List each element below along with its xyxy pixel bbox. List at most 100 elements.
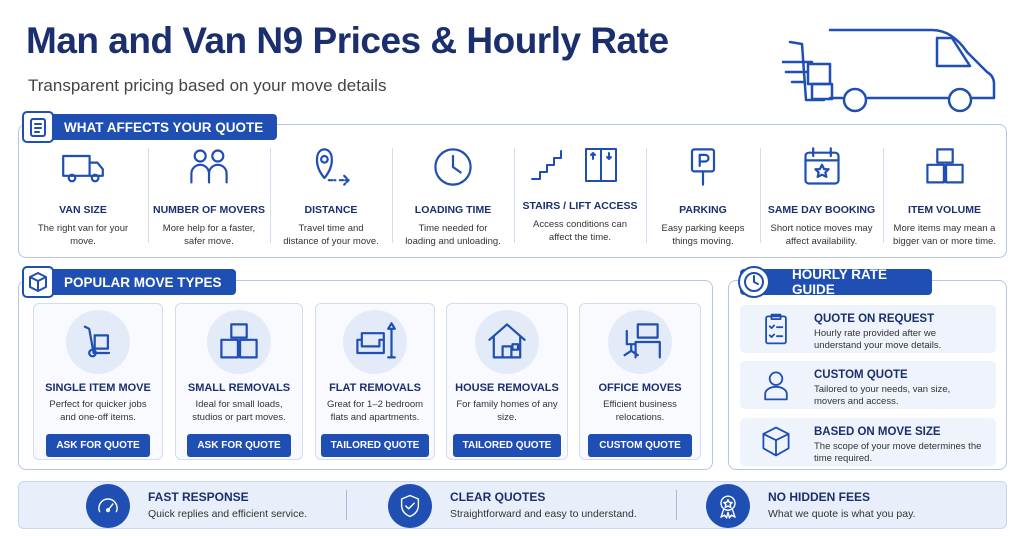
icon bbox=[22, 111, 54, 143]
move-desc: Efficient business relocations. bbox=[603, 399, 677, 423]
move-title: HOUSE REMOVALS bbox=[455, 382, 559, 394]
factor-item: ITEM VOLUME More items may mean a bigger … bbox=[883, 145, 1006, 248]
move-card: FLAT REMOVALS Great for 1–2 bedroom flats… bbox=[315, 303, 435, 460]
factor-desc: More items may mean a bigger van or more… bbox=[893, 223, 996, 247]
factor-desc: Travel time and distance of your move. bbox=[283, 223, 379, 247]
factor-item: NUMBER OF MOVERS More help for a faster, … bbox=[148, 145, 270, 248]
icon bbox=[764, 371, 788, 401]
factor-desc: Short notice moves may affect availabili… bbox=[770, 223, 873, 247]
factor-title: VAN SIZE bbox=[59, 204, 107, 216]
section-title: HOURLY RATE GUIDE bbox=[792, 267, 888, 297]
title: Man and Van N9 Prices & Hourly Rate bbox=[26, 20, 669, 61]
factor-desc: Access conditions can affect the time. bbox=[533, 219, 627, 243]
icon-circle bbox=[608, 310, 672, 374]
move-card: SMALL REMOVALS Ideal for small loads, stu… bbox=[175, 303, 303, 460]
factor-title: SAME DAY BOOKING bbox=[767, 204, 876, 216]
icon bbox=[315, 148, 350, 186]
icon bbox=[434, 148, 472, 186]
footer-item: FAST RESPONSE Quick replies and efficient… bbox=[86, 484, 356, 528]
icon bbox=[762, 426, 790, 457]
factor-item: STAIRS / LIFT ACCESS Access conditions ca… bbox=[514, 145, 646, 244]
icon bbox=[22, 266, 54, 298]
footer-desc: What we quote is what you pay. bbox=[768, 508, 916, 520]
divider bbox=[760, 148, 761, 243]
icon bbox=[803, 147, 840, 185]
quote-button[interactable]: TAILORED QUOTE bbox=[320, 434, 430, 457]
icon bbox=[690, 148, 716, 186]
footer-title: FAST RESPONSE bbox=[148, 490, 249, 504]
factor-title: PARKING bbox=[679, 204, 727, 216]
divider bbox=[148, 148, 149, 243]
factor-desc: More help for a faster, safer move. bbox=[162, 223, 256, 247]
footer-item: NO HIDDEN FEES What we quote is what you … bbox=[706, 484, 976, 528]
icon-circle bbox=[343, 310, 407, 374]
rate-item: BASED ON MOVE SIZE The scope of your move… bbox=[740, 418, 996, 466]
move-desc: For family homes of any size. bbox=[456, 399, 558, 423]
icon-circle bbox=[66, 310, 130, 374]
icon bbox=[738, 266, 770, 298]
icon bbox=[83, 325, 111, 358]
icon bbox=[925, 148, 964, 184]
icon bbox=[356, 322, 396, 359]
icon-circle bbox=[706, 484, 750, 528]
footer-desc: Straightforward and easy to understand. bbox=[450, 508, 637, 520]
divider bbox=[676, 490, 677, 520]
rate-item: CUSTOM QUOTE Tailored to your needs, van … bbox=[740, 361, 996, 409]
factor-item: LOADING TIME Time needed for loading and … bbox=[392, 145, 514, 248]
move-title: FLAT REMOVALS bbox=[329, 382, 421, 394]
quote-button[interactable]: TAILORED QUOTE bbox=[452, 434, 562, 457]
factor-desc: Easy parking keeps things moving. bbox=[661, 223, 745, 247]
factor-title: STAIRS / LIFT ACCESS bbox=[522, 200, 638, 212]
move-card: SINGLE ITEM MOVE Perfect for quicker jobs… bbox=[33, 303, 163, 460]
section-title: POPULAR MOVE TYPES bbox=[64, 274, 222, 290]
divider bbox=[270, 148, 271, 243]
factor-item: DISTANCE Travel time and distance of your… bbox=[270, 145, 392, 248]
rate-desc: Hourly rate provided after we understand… bbox=[814, 328, 942, 351]
icon bbox=[400, 494, 420, 518]
icon bbox=[623, 323, 661, 359]
factor-desc: Time needed for loading and unloading. bbox=[405, 223, 501, 247]
rate-desc: Tailored to your needs, van size, movers… bbox=[814, 384, 951, 407]
icon bbox=[488, 323, 526, 359]
divider bbox=[392, 148, 393, 243]
rate-title: QUOTE ON REQUEST bbox=[814, 313, 935, 325]
factor-item: PARKING Easy parking keeps things moving. bbox=[646, 145, 760, 248]
factor-title: DISTANCE bbox=[304, 204, 358, 216]
rate-title: CUSTOM QUOTE bbox=[814, 369, 908, 381]
move-card: HOUSE REMOVALS For family homes of any si… bbox=[446, 303, 568, 460]
quote-button[interactable]: ASK FOR QUOTE bbox=[46, 434, 150, 457]
van-illustration bbox=[782, 28, 996, 113]
factors-panel bbox=[18, 124, 1007, 258]
move-card: OFFICE MOVES Efficient business relocatio… bbox=[579, 303, 701, 460]
section-title: WHAT AFFECTS YOUR QUOTE bbox=[64, 119, 264, 135]
move-title: SINGLE ITEM MOVE bbox=[45, 382, 151, 394]
divider bbox=[646, 148, 647, 243]
icon bbox=[190, 149, 228, 184]
quote-button[interactable]: ASK FOR QUOTE bbox=[187, 434, 291, 457]
icon bbox=[531, 148, 617, 182]
factor-desc: The right van for your move. bbox=[37, 223, 129, 247]
icon bbox=[765, 313, 787, 345]
factor-title: LOADING TIME bbox=[414, 204, 492, 216]
section-header: WHAT AFFECTS YOUR QUOTE bbox=[22, 111, 278, 143]
move-desc: Perfect for quicker jobs and one-off ite… bbox=[49, 399, 147, 423]
divider bbox=[346, 490, 347, 520]
footer-title: CLEAR QUOTES bbox=[450, 490, 546, 504]
footer-bar bbox=[18, 481, 1007, 529]
move-desc: Ideal for small loads, studios or part m… bbox=[192, 399, 286, 423]
icon-circle bbox=[86, 484, 130, 528]
icon-circle bbox=[207, 310, 271, 374]
section-header: HOURLY RATE GUIDE bbox=[738, 266, 932, 298]
rate-title: BASED ON MOVE SIZE bbox=[814, 426, 941, 438]
rate-item: QUOTE ON REQUEST Hourly rate provided aft… bbox=[740, 305, 996, 353]
factor-title: NUMBER OF MOVERS bbox=[152, 204, 265, 216]
icon bbox=[220, 323, 258, 359]
icon bbox=[98, 498, 118, 513]
footer-title: NO HIDDEN FEES bbox=[768, 490, 871, 504]
icon-circle bbox=[475, 310, 539, 374]
subtitle: Transparent pricing based on your move d… bbox=[28, 76, 387, 95]
factor-title: ITEM VOLUME bbox=[908, 204, 981, 216]
footer-item: CLEAR QUOTES Straightforward and easy to … bbox=[388, 484, 658, 528]
quote-button[interactable]: CUSTOM QUOTE bbox=[588, 434, 692, 457]
